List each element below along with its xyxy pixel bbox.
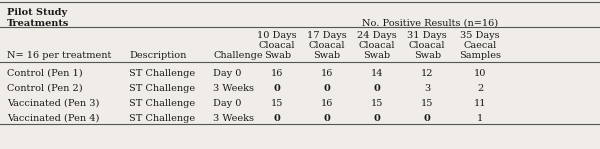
Text: ST Challenge: ST Challenge bbox=[129, 84, 195, 93]
Text: Pilot Study: Pilot Study bbox=[7, 8, 67, 17]
Text: Vaccinated (Pen 3): Vaccinated (Pen 3) bbox=[7, 99, 100, 108]
Text: 24 Days: 24 Days bbox=[357, 31, 397, 40]
Text: 0: 0 bbox=[323, 114, 331, 123]
Text: Control (Pen 1): Control (Pen 1) bbox=[7, 69, 83, 78]
Text: ST Challenge: ST Challenge bbox=[129, 69, 195, 78]
Text: 11: 11 bbox=[474, 99, 486, 108]
Text: Day 0: Day 0 bbox=[213, 69, 241, 78]
Text: 15: 15 bbox=[421, 99, 433, 108]
Text: 14: 14 bbox=[371, 69, 383, 78]
Text: 12: 12 bbox=[421, 69, 433, 78]
Text: No. Positive Results (n=16): No. Positive Results (n=16) bbox=[362, 19, 497, 28]
Text: 3: 3 bbox=[424, 84, 430, 93]
Text: 10 Days: 10 Days bbox=[257, 31, 297, 40]
Text: Swab: Swab bbox=[363, 51, 391, 60]
Text: Vaccinated (Pen 4): Vaccinated (Pen 4) bbox=[7, 114, 100, 123]
Text: Swab: Swab bbox=[263, 51, 291, 60]
Text: 1: 1 bbox=[477, 114, 483, 123]
Text: 0: 0 bbox=[373, 114, 380, 123]
Text: Challenge: Challenge bbox=[213, 51, 263, 60]
Text: 15: 15 bbox=[371, 99, 383, 108]
Text: Cloacal: Cloacal bbox=[359, 41, 395, 50]
Text: 3 Weeks: 3 Weeks bbox=[213, 114, 254, 123]
Text: 35 Days: 35 Days bbox=[460, 31, 500, 40]
Text: 0: 0 bbox=[274, 114, 281, 123]
Text: Caecal: Caecal bbox=[463, 41, 497, 50]
Text: 10: 10 bbox=[474, 69, 486, 78]
Text: 16: 16 bbox=[321, 69, 333, 78]
Text: 0: 0 bbox=[373, 84, 380, 93]
Text: Swab: Swab bbox=[313, 51, 341, 60]
Text: Day 0: Day 0 bbox=[213, 99, 241, 108]
Text: 2: 2 bbox=[477, 84, 483, 93]
Text: 17 Days: 17 Days bbox=[307, 31, 347, 40]
Text: ST Challenge: ST Challenge bbox=[129, 99, 195, 108]
Text: 16: 16 bbox=[271, 69, 283, 78]
Text: 3 Weeks: 3 Weeks bbox=[213, 84, 254, 93]
Text: N= 16 per treatment: N= 16 per treatment bbox=[7, 51, 112, 60]
Text: Swab: Swab bbox=[413, 51, 441, 60]
Text: 0: 0 bbox=[424, 114, 431, 123]
Text: 15: 15 bbox=[271, 99, 283, 108]
Text: Treatments: Treatments bbox=[7, 19, 70, 28]
Text: Cloacal: Cloacal bbox=[309, 41, 345, 50]
Text: Control (Pen 2): Control (Pen 2) bbox=[7, 84, 83, 93]
Text: Description: Description bbox=[129, 51, 187, 60]
Text: Cloacal: Cloacal bbox=[409, 41, 445, 50]
Text: ST Challenge: ST Challenge bbox=[129, 114, 195, 123]
Text: 0: 0 bbox=[274, 84, 281, 93]
Text: Samples: Samples bbox=[459, 51, 501, 60]
Text: 31 Days: 31 Days bbox=[407, 31, 447, 40]
Text: 16: 16 bbox=[321, 99, 333, 108]
Text: 0: 0 bbox=[323, 84, 331, 93]
Text: Cloacal: Cloacal bbox=[259, 41, 295, 50]
